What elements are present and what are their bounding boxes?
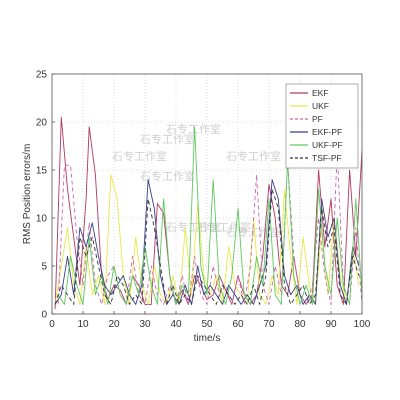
x-tick-label: 90 (325, 319, 337, 330)
watermark-text: 石专工作室 (140, 132, 195, 146)
legend-entry-label: UKF-PF (312, 140, 343, 150)
watermark-text: 石专工作室 (226, 225, 281, 239)
y-tick-label: 25 (36, 70, 48, 81)
legend-entry-label: EKF-PF (312, 127, 342, 137)
x-axis-label: time/s (194, 333, 221, 344)
axis-ticks: 0 10 20 30 40 50 60 70 80 90 100 0 5 10 15 20 25 (36, 70, 371, 331)
x-tick-label: 30 (139, 319, 151, 330)
series-lines (54, 116, 363, 310)
legend-entry-label: UKF (312, 101, 329, 111)
y-tick-label: 5 (41, 262, 47, 273)
x-tick-label: 0 (49, 319, 55, 330)
watermark-text: 石专工作室 (166, 220, 221, 234)
x-tick-label: 40 (170, 319, 182, 330)
watermark-text: 石专工作室 (112, 149, 167, 163)
x-tick-label: 80 (294, 319, 306, 330)
x-tick-label: 100 (354, 319, 371, 330)
legend-entry-label: EKF (312, 88, 329, 98)
legend: EKF UKF PF EKF-PF UKF-PF TSF-PF (285, 83, 359, 169)
watermark-text: 石专工作室 (166, 122, 221, 136)
y-tick-label: 15 (36, 166, 48, 177)
y-tick-label: 10 (36, 214, 48, 225)
legend-box (285, 83, 359, 169)
x-tick-label: 20 (108, 319, 120, 330)
watermark-text: 石专工作室 (226, 149, 281, 163)
y-axis-label: RMS Position errors/m (22, 144, 33, 245)
series-line-ukf (54, 174, 360, 305)
x-tick-label: 50 (201, 319, 213, 330)
x-tick-label: 60 (232, 319, 244, 330)
y-tick-label: 20 (36, 118, 48, 129)
watermark-text: 石专工作室 (196, 220, 251, 234)
watermark-text: 石专工作室 (140, 169, 195, 183)
legend-entry-label: PF (312, 114, 323, 124)
legend-entry-label: TSF-PF (312, 153, 342, 163)
series-line-tsf-pf (54, 188, 360, 305)
y-tick-label: 0 (41, 310, 47, 321)
x-tick-label: 10 (77, 319, 89, 330)
x-tick-label: 70 (263, 319, 275, 330)
